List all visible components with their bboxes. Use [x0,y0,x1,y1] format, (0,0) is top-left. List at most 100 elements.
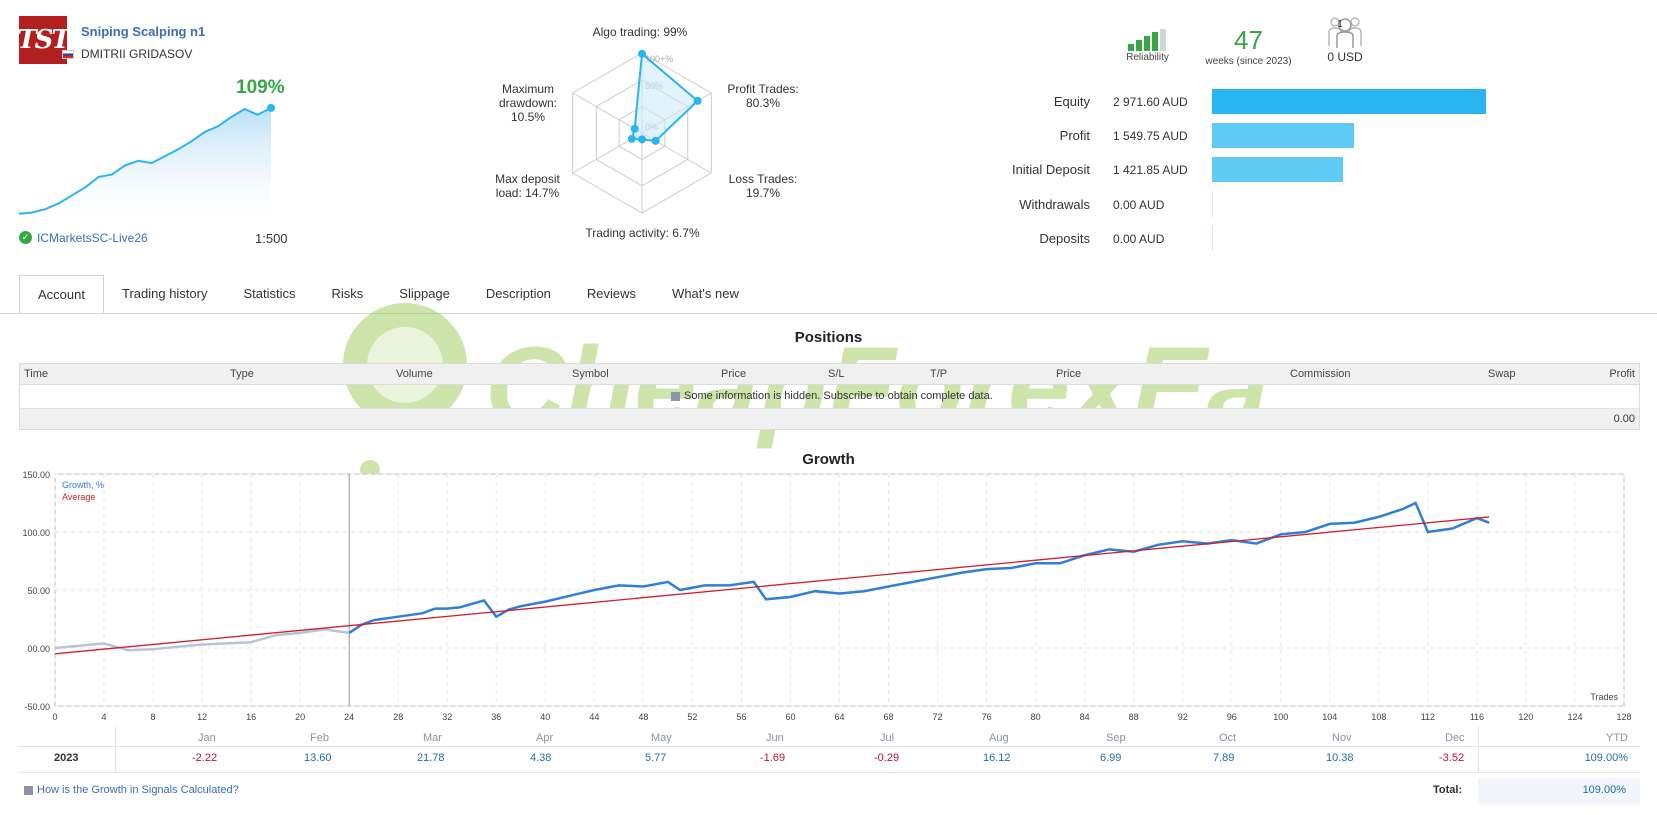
signal-logo[interactable]: TST [17,16,71,64]
ytd-separator [1478,727,1479,773]
stat-bar[interactable] [1212,192,1213,217]
col-profit: Profit [1609,368,1635,380]
month-dec: Dec [1445,732,1465,744]
tab-account[interactable]: Account [19,275,104,314]
tab-reviews[interactable]: Reviews [586,286,637,301]
month-value: -3.52 [1439,752,1465,764]
month-value: 7.89 [1213,752,1235,764]
monthly-header-row: Jan Feb Mar Apr May Jun Jul Aug Sep Oct Nov Dec YTD [19,727,1640,747]
col-symbol: Symbol [572,368,609,380]
x-tick-label: 20 [295,712,305,722]
col-time: Time [24,368,49,380]
tab-slippage[interactable]: Slippage [399,286,450,301]
mini-growth-end-point [267,103,275,112]
legend-average: Average [62,492,95,502]
x-tick-label: 72 [933,712,943,722]
growth-calculation-link[interactable]: How is the Growth in Signals Calculated? [37,784,239,796]
growth-line [348,501,1490,634]
radar-label-profit-trades-value: 80.3% [745,96,781,110]
radar-axis [572,92,643,134]
radar-label-loss-trades-value: 19.7% [745,186,781,200]
positions-total-value: 0.00 [1613,413,1635,425]
positions-hidden-row: Some information is hidden. Subscribe to… [20,385,1639,409]
tab-what-s-new[interactable]: What's new [672,286,739,301]
x-tick-label: 8 [151,712,156,722]
x-tick-label: 48 [638,712,648,722]
radar-chart: 100+%50%0% [572,49,712,214]
mini-growth-chart [19,103,275,220]
positions-header-row: Time Type Volume Symbol Price S/L T/P Price Comm… [20,364,1639,385]
broker-server-link[interactable]: ICMarketsSC-Live26 [37,231,148,245]
radar-label-max-deposit: Max deposit load: 14.7% [485,172,570,200]
month-may: May [651,732,672,744]
month-aug: Aug [989,732,1009,744]
month-value: 6.99 [1100,752,1122,764]
stat-label-withdrawals: Withdrawals [1019,197,1090,212]
x-tick-label: 56 [736,712,746,722]
x-tick-label: 24 [344,712,354,722]
stat-bar[interactable] [1212,123,1355,148]
radar-value-point [627,134,636,143]
total-label: Total: [1433,784,1463,796]
radar-ring-label: 100+% [645,54,673,64]
tab-description[interactable]: Description [485,286,551,301]
radar-label-loss-trades: Loss Trades: 19.7% [718,172,808,200]
month-value: 21.78 [417,752,445,764]
info-icon [671,392,680,401]
verified-check-icon: ✓ [19,231,32,244]
stat-bar[interactable] [1212,157,1343,182]
monthly-growth-table: Jan Feb Mar Apr May Jun Jul Aug Sep Oct Nov Dec YTD … [19,727,1640,773]
leverage-value: 1:500 [255,231,288,246]
radar-label-max-drawdown-title2: drawdown: [498,96,558,110]
author-name[interactable]: DMITRII GRIDASOV [81,47,193,61]
ytd-value: 109.00% [1584,752,1628,764]
x-tick-label: 40 [540,712,550,722]
x-tick-label: 4 [102,712,107,722]
radar-label-max-deposit-title: Max deposit [495,172,560,186]
radar-label-max-drawdown-title: Maximum [501,82,554,96]
radar-label-profit-trades: Profit Trades: 80.3% [718,82,808,110]
stat-bar[interactable] [1212,226,1213,251]
stat-label-equity: Equity [1053,94,1090,109]
tab-bar: Account Trading history Statistics Risks Sli… [19,275,757,314]
subscribers-block[interactable]: 1 0 USD [1320,14,1370,64]
stat-value: 2 971.60 AUD [1113,95,1188,109]
radar-label-max-drawdown: Maximum drawdown: 10.5% [488,82,568,124]
radar-label-loss-trades-title: Loss Trades: [728,172,798,186]
x-tick-label: 32 [442,712,452,722]
tab-risks[interactable]: Risks [331,286,364,301]
col-swap: Swap [1488,368,1516,380]
stat-value: 0.00 AUD [1113,232,1165,246]
stat-bar[interactable] [1212,89,1486,114]
reliability-bars-icon [1127,29,1166,51]
signal-name[interactable]: Sniping Scalping n1 [81,24,206,39]
x-tick-label: 16 [246,712,256,722]
stat-value: 1 421.85 AUD [1113,163,1188,177]
tab-trading-history[interactable]: Trading history [121,286,208,301]
month-jan: Jan [198,732,216,744]
month-ytd: YTD [1606,732,1628,744]
mini-growth-value: 109% [236,77,285,98]
x-axis-note: Trades [1590,692,1618,702]
col-price: Price [721,368,747,380]
weeks-label: weeks (since 2023) [1205,56,1292,67]
tab-statistics[interactable]: Statistics [243,286,296,301]
growth-line-history [54,628,350,652]
y-tick-label: 00.00 [27,644,50,654]
reliability-block[interactable]: Reliability [1120,28,1175,63]
y-tick-label: 150.00 [22,470,50,480]
month-jul: Jul [880,732,895,744]
x-tick-label: 68 [884,712,894,722]
mini-growth-line [19,107,272,215]
radar-label-activity: Trading activity: 6.7% [585,226,700,240]
col-s-l: S/L [828,368,845,380]
month-value: -2.22 [192,752,218,764]
month-value: 4.38 [530,752,552,764]
y-tick-label: 100.00 [22,528,50,538]
x-tick-label: 36 [491,712,501,722]
year-separator [115,727,116,773]
radar-label-profit-trades-title: Profit Trades: [727,82,799,96]
stat-label-deposits: Deposits [1039,231,1090,246]
radar-value-point [651,136,660,145]
